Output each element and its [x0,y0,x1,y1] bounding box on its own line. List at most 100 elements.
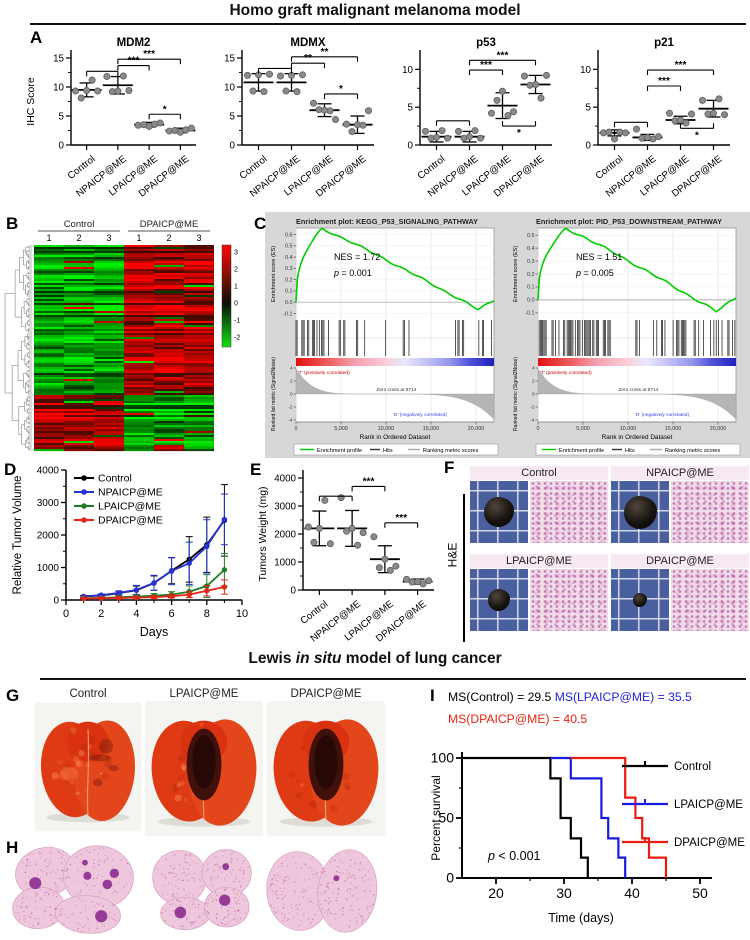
he-bracket-line [463,494,465,642]
heatmap-chart: Control DPAICP@ME 1 2 3 1 2 3 3 2 1 0 -1 -2 [4,219,240,452]
svg-text:p = 0.001: p = 0.001 [333,268,372,278]
svg-text:Enrichment plot: PID_P53_DOWNS: Enrichment plot: PID_P53_DOWNSTREAM_PATH… [536,217,722,226]
he-cell-lpaicp: LPAICP@ME [470,554,608,631]
svg-text:100: 100 [431,750,455,766]
svg-text:p = 0.005: p = 0.005 [575,268,614,278]
svg-text:20,000: 20,000 [468,426,485,432]
svg-text:10: 10 [402,65,413,76]
svg-text:2: 2 [76,233,81,243]
he-cell-dpaicp: DPAICP@ME [611,554,749,631]
svg-text:LPAICP@ME: LPAICP@ME [98,501,161,513]
svg-text:*: * [163,104,167,115]
svg-text:5,000: 5,000 [334,426,348,432]
svg-text:50: 50 [692,885,708,901]
panel-label-d: D [4,460,17,479]
svg-text:4000: 4000 [37,466,60,477]
lung-photo-control [36,704,140,830]
svg-text:1000: 1000 [274,558,296,569]
svg-text:0: 0 [230,141,236,152]
tumor-blob [633,593,647,607]
svg-text:0.0: 0.0 [285,300,293,306]
panel-label-h: H [6,838,19,857]
svg-text:2000: 2000 [274,530,296,541]
svg-text:3000: 3000 [37,498,60,509]
svg-text:15,000: 15,000 [423,426,440,432]
svg-text:-2: -2 [288,405,293,410]
svg-text:30: 30 [556,885,572,901]
svg-text:1: 1 [136,233,141,243]
he-histology-image [671,481,749,543]
tumor-photo [470,481,528,543]
svg-text:1: 1 [234,283,238,290]
svg-text:5,000: 5,000 [576,426,590,432]
svg-text:MDM2: MDM2 [117,37,151,49]
he-cell-label: NPAICP@ME [611,466,749,480]
svg-text:***: *** [395,513,407,524]
svg-text:*: * [517,128,521,139]
svg-text:NES = 1.72: NES = 1.72 [334,252,380,262]
svg-text:LPAICP@ME: LPAICP@ME [674,799,743,811]
panel-label-f: F [444,458,455,477]
panel-label-e: E [250,460,262,479]
svg-text:Tumors Weight (mg): Tumors Weight (mg) [257,486,269,581]
svg-text:-0.1: -0.1 [283,311,292,317]
svg-text:4: 4 [133,608,139,620]
svg-text:4: 4 [290,366,293,371]
he-cell-control: Control [470,466,608,543]
svg-text:Time (days): Time (days) [548,911,614,925]
gsea-kegg-plot: Enrichment plot: KEGG_P53_SIGNALING_PATH… [268,214,506,456]
svg-text:2000: 2000 [37,531,60,542]
svg-text:*: * [339,84,343,95]
svg-text:DPAICP@ME: DPAICP@ME [98,515,163,527]
he-cell-label: Control [470,466,608,480]
panel-label-a: A [30,28,43,47]
svg-text:3: 3 [234,249,238,256]
svg-text:15,000: 15,000 [665,426,682,432]
svg-text:DPAICP@ME: DPAICP@ME [140,219,199,230]
svg-text:MDMX: MDMX [290,37,325,49]
gsea-panel: Enrichment plot: KEGG_P53_SIGNALING_PATH… [265,212,750,458]
svg-text:0.3: 0.3 [527,259,535,265]
svg-text:0: 0 [532,392,535,397]
ihc-scatter-mdmx: MDMX051015ControlNPAICP@MELPAICP@MEDPAIC… [224,37,374,200]
svg-text:20,000: 20,000 [710,426,727,432]
svg-text:***: *** [128,56,140,67]
svg-text:0: 0 [291,586,297,597]
svg-text:-4: -4 [288,418,293,423]
svg-text:Enrichment score (ES): Enrichment score (ES) [513,246,519,302]
svg-text:5: 5 [586,103,592,114]
svg-text:0: 0 [586,141,592,152]
svg-text:Control: Control [674,761,711,773]
ms-control-text: MS(Control) = 29.5 [448,690,552,704]
svg-text:10,000: 10,000 [620,426,637,432]
svg-text:8: 8 [204,608,210,620]
svg-text:Enrichment profile: Enrichment profile [559,448,604,454]
tumor-blob [488,589,510,611]
svg-text:Zero cross at 8714: Zero cross at 8714 [376,387,416,393]
svg-text:Percent survival: Percent survival [430,775,443,860]
ihc-scatter-p21: p210510ControlNPAICP@MELPAICP@MEDPAICP@M… [580,37,730,200]
svg-text:0.6: 0.6 [285,232,293,238]
svg-text:Control: Control [98,473,132,485]
lung-group-label: Control [69,688,107,700]
svg-text:p21: p21 [654,37,674,49]
svg-text:-4: -4 [530,418,535,423]
svg-text:Zero cross at 8714: Zero cross at 8714 [618,387,658,393]
svg-text:**: ** [304,53,312,64]
svg-text:-2: -2 [530,405,535,410]
lung-group-label: LPAICP@ME [169,688,239,700]
divider-top [30,23,746,25]
svg-text:-2: -2 [234,334,240,341]
svg-text:0.1: 0.1 [285,289,293,295]
gsea-pid-plot: Enrichment plot: PID_P53_DOWNSTREAM_PATH… [510,214,748,456]
svg-text:0.2: 0.2 [285,277,293,283]
svg-text:Enrichment score (ES): Enrichment score (ES) [271,246,277,302]
svg-text:2: 2 [290,379,293,384]
lung-histology-dpaicp [266,849,378,933]
svg-text:Hits: Hits [383,448,393,454]
svg-text:Days: Days [140,625,168,639]
svg-text:0.2: 0.2 [527,272,535,278]
svg-text:50: 50 [438,810,454,826]
svg-text:0.3: 0.3 [285,266,293,272]
